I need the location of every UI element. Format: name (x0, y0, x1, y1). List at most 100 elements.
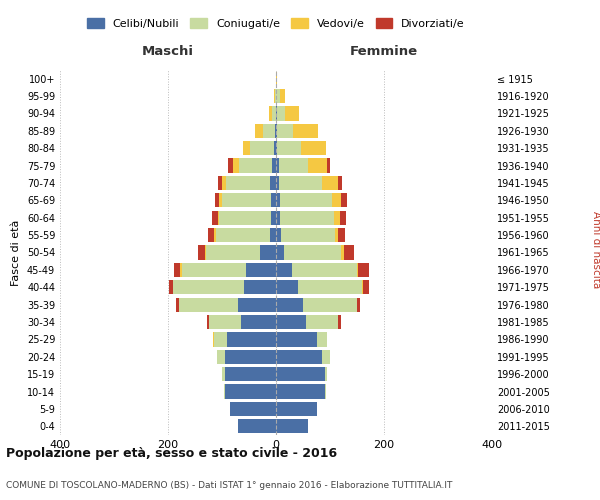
Bar (238, 419, 276, 434)
Text: Femmine: Femmine (350, 45, 418, 58)
Bar (276, 315, 306, 329)
Bar (340, 210, 346, 225)
Bar (173, 280, 244, 294)
Bar (357, 263, 358, 277)
Bar (260, 246, 276, 260)
Bar (225, 367, 276, 382)
Bar (276, 402, 317, 416)
Bar (276, 228, 281, 242)
Bar (335, 228, 338, 242)
Bar (325, 367, 328, 382)
Bar (206, 246, 260, 260)
Bar (229, 158, 233, 172)
Bar (276, 263, 292, 277)
Bar (218, 176, 222, 190)
Bar (239, 158, 272, 172)
Bar (284, 246, 341, 260)
Bar (338, 176, 343, 190)
Bar (212, 210, 218, 225)
Bar (341, 193, 347, 208)
Bar (276, 193, 280, 208)
Bar (343, 246, 354, 260)
Bar (217, 350, 225, 364)
Bar (276, 106, 277, 120)
Bar (274, 89, 275, 103)
Bar (275, 89, 276, 103)
Bar (301, 141, 326, 156)
Bar (357, 298, 360, 312)
Bar (222, 367, 225, 382)
Bar (224, 384, 225, 398)
Bar (218, 210, 220, 225)
Bar (214, 332, 227, 346)
Bar (322, 350, 330, 364)
Bar (213, 332, 214, 346)
Bar (238, 298, 276, 312)
Bar (276, 89, 280, 103)
Bar (222, 193, 271, 208)
Bar (272, 106, 276, 120)
Bar (277, 141, 301, 156)
Bar (215, 193, 220, 208)
Bar (364, 280, 369, 294)
Bar (244, 280, 276, 294)
Bar (215, 228, 269, 242)
Bar (276, 141, 277, 156)
Bar (226, 176, 269, 190)
Bar (322, 176, 338, 190)
Bar (182, 263, 247, 277)
Bar (276, 350, 322, 364)
Bar (263, 124, 275, 138)
Bar (181, 263, 182, 277)
Bar (298, 280, 362, 294)
Bar (334, 210, 340, 225)
Bar (277, 106, 285, 120)
Bar (276, 367, 325, 382)
Bar (255, 124, 263, 138)
Bar (276, 72, 277, 86)
Bar (205, 246, 206, 260)
Bar (176, 298, 179, 312)
Bar (208, 315, 209, 329)
Text: Popolazione per età, sesso e stato civile - 2016: Popolazione per età, sesso e stato civil… (6, 448, 337, 460)
Bar (280, 193, 332, 208)
Bar (269, 106, 272, 120)
Y-axis label: Fasce di età: Fasce di età (11, 220, 21, 286)
Bar (276, 384, 325, 398)
Text: Anni di nascita: Anni di nascita (591, 212, 600, 288)
Bar (174, 263, 181, 277)
Bar (179, 298, 238, 312)
Text: COMUNE DI TOSCOLANO-MADERNO (BS) - Dati ISTAT 1° gennaio 2016 - Elaborazione TUT: COMUNE DI TOSCOLANO-MADERNO (BS) - Dati … (6, 480, 452, 490)
Bar (332, 193, 341, 208)
Bar (281, 228, 335, 242)
Bar (214, 228, 215, 242)
Bar (225, 384, 276, 398)
Bar (276, 210, 280, 225)
Bar (306, 315, 338, 329)
Bar (241, 315, 276, 329)
Bar (275, 124, 276, 138)
Bar (358, 263, 369, 277)
Bar (276, 158, 278, 172)
Bar (276, 246, 284, 260)
Bar (277, 124, 293, 138)
Legend: Celibi/Nubili, Coniugati/e, Vedovi/e, Divorziati/e: Celibi/Nubili, Coniugati/e, Vedovi/e, Di… (83, 14, 469, 33)
Bar (292, 263, 357, 277)
Bar (276, 298, 303, 312)
Bar (271, 210, 276, 225)
Bar (293, 124, 317, 138)
Bar (269, 228, 276, 242)
Bar (325, 384, 326, 398)
Bar (328, 158, 330, 172)
Bar (280, 210, 334, 225)
Bar (338, 228, 344, 242)
Bar (276, 332, 317, 346)
Bar (274, 141, 276, 156)
Bar (341, 246, 343, 260)
Bar (276, 419, 308, 434)
Bar (209, 315, 241, 329)
Bar (243, 141, 250, 156)
Bar (280, 89, 284, 103)
Bar (222, 176, 226, 190)
Bar (276, 176, 278, 190)
